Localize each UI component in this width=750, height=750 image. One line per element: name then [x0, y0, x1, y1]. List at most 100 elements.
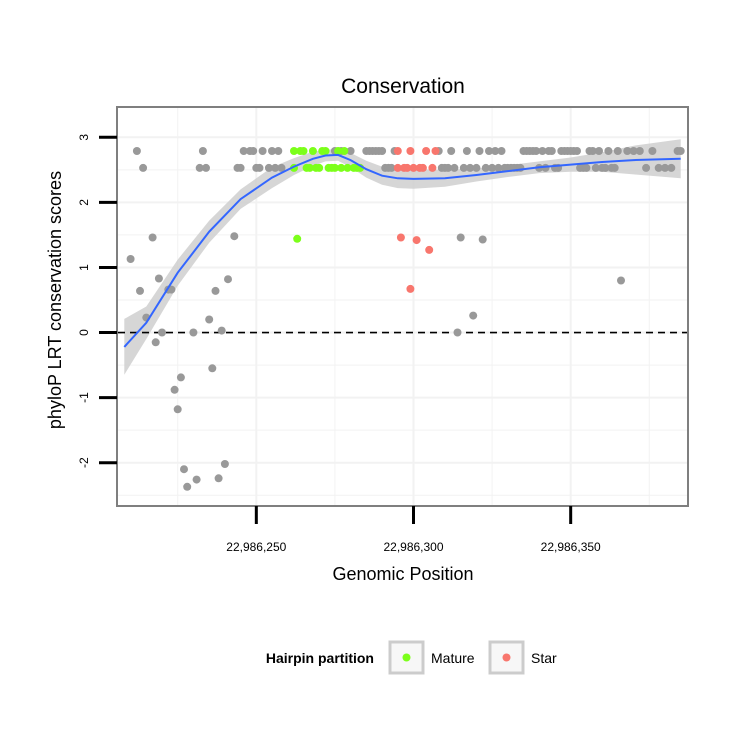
point-other — [588, 147, 597, 155]
point-mature — [308, 147, 317, 155]
point-other — [220, 460, 229, 468]
point-other — [591, 163, 600, 172]
point-other — [198, 147, 207, 155]
point-other — [214, 474, 223, 483]
point-other — [595, 147, 603, 155]
point-star — [428, 163, 437, 172]
point-other — [271, 163, 280, 172]
point-other — [532, 147, 541, 155]
point-star — [403, 163, 412, 172]
point-other — [148, 233, 157, 242]
point-star — [406, 284, 415, 293]
point-other — [136, 286, 144, 295]
point-other — [202, 163, 210, 172]
point-other — [346, 147, 355, 155]
point-other — [132, 147, 141, 155]
point-star — [422, 147, 431, 155]
point-other — [378, 147, 387, 155]
point-other — [613, 147, 622, 155]
point-other — [601, 163, 610, 172]
x-tick-label: 22,986,300 — [383, 540, 443, 554]
point-other — [126, 255, 135, 263]
point-other — [180, 465, 188, 474]
point-other — [274, 147, 283, 155]
point-other — [676, 147, 685, 155]
point-other — [158, 328, 166, 337]
point-other — [642, 163, 651, 172]
point-other — [629, 147, 638, 155]
point-other — [189, 328, 198, 337]
point-other — [538, 147, 547, 155]
panel-border — [116, 106, 689, 507]
chart-title: Conservation — [341, 75, 465, 98]
point-other — [610, 163, 619, 172]
point-other — [151, 338, 160, 347]
point-other — [192, 475, 201, 484]
point-other — [469, 311, 478, 320]
point-star — [393, 163, 402, 172]
point-other — [176, 373, 185, 382]
confidence-band — [124, 139, 681, 375]
point-other — [258, 147, 267, 155]
y-tick-label: -1 — [77, 392, 91, 403]
point-other — [447, 147, 456, 155]
point-other — [139, 163, 148, 172]
point-mature — [315, 163, 324, 172]
point-other — [456, 233, 465, 242]
y-tick-label: -2 — [77, 457, 91, 468]
point-other — [667, 163, 676, 172]
point-other — [277, 163, 286, 172]
point-other — [497, 147, 506, 155]
point-mature — [293, 234, 302, 243]
point-other — [208, 364, 217, 373]
point-other — [387, 163, 396, 172]
point-other — [466, 163, 475, 172]
point-other — [582, 163, 591, 172]
point-other — [481, 163, 490, 172]
data-points — [126, 147, 685, 491]
point-other — [450, 163, 459, 172]
point-star — [409, 163, 418, 172]
point-other — [264, 163, 273, 172]
x-axis-label: Genomic Position — [332, 564, 473, 584]
point-other — [211, 286, 220, 295]
point-other — [444, 163, 453, 172]
point-other — [195, 163, 204, 172]
point-other — [459, 163, 468, 172]
y-tick-label: 3 — [77, 134, 91, 141]
point-mature — [340, 147, 349, 155]
point-other — [661, 163, 669, 172]
point-other — [488, 163, 497, 172]
y-axis-ticks: -2 -1 0 1 2 3 — [77, 134, 117, 468]
y-tick-label: 1 — [77, 264, 91, 271]
point-star — [396, 233, 405, 242]
point-other — [183, 482, 192, 491]
point-other — [154, 274, 163, 283]
point-other — [472, 163, 481, 172]
point-other — [224, 275, 232, 284]
point-other — [173, 405, 182, 414]
point-other — [255, 163, 264, 172]
point-other — [635, 147, 644, 155]
point-other — [268, 147, 276, 155]
point-star — [431, 147, 440, 155]
point-other — [462, 147, 471, 155]
point-other — [239, 147, 248, 155]
point-mature — [330, 163, 339, 172]
point-star — [412, 236, 421, 245]
point-other — [573, 147, 581, 155]
point-other — [654, 163, 663, 172]
point-other — [170, 385, 179, 394]
point-other — [249, 147, 258, 155]
point-other — [623, 147, 632, 155]
point-mature — [334, 147, 343, 155]
y-tick-label: 0 — [77, 329, 91, 336]
legend-label-mature: Mature — [431, 650, 475, 666]
point-other — [491, 147, 500, 155]
point-mature — [343, 163, 352, 172]
point-mature — [337, 163, 346, 172]
legend: Hairpin partition Mature Star — [266, 640, 557, 675]
y-axis-label: phyloP LRT conservation scores — [45, 171, 65, 429]
